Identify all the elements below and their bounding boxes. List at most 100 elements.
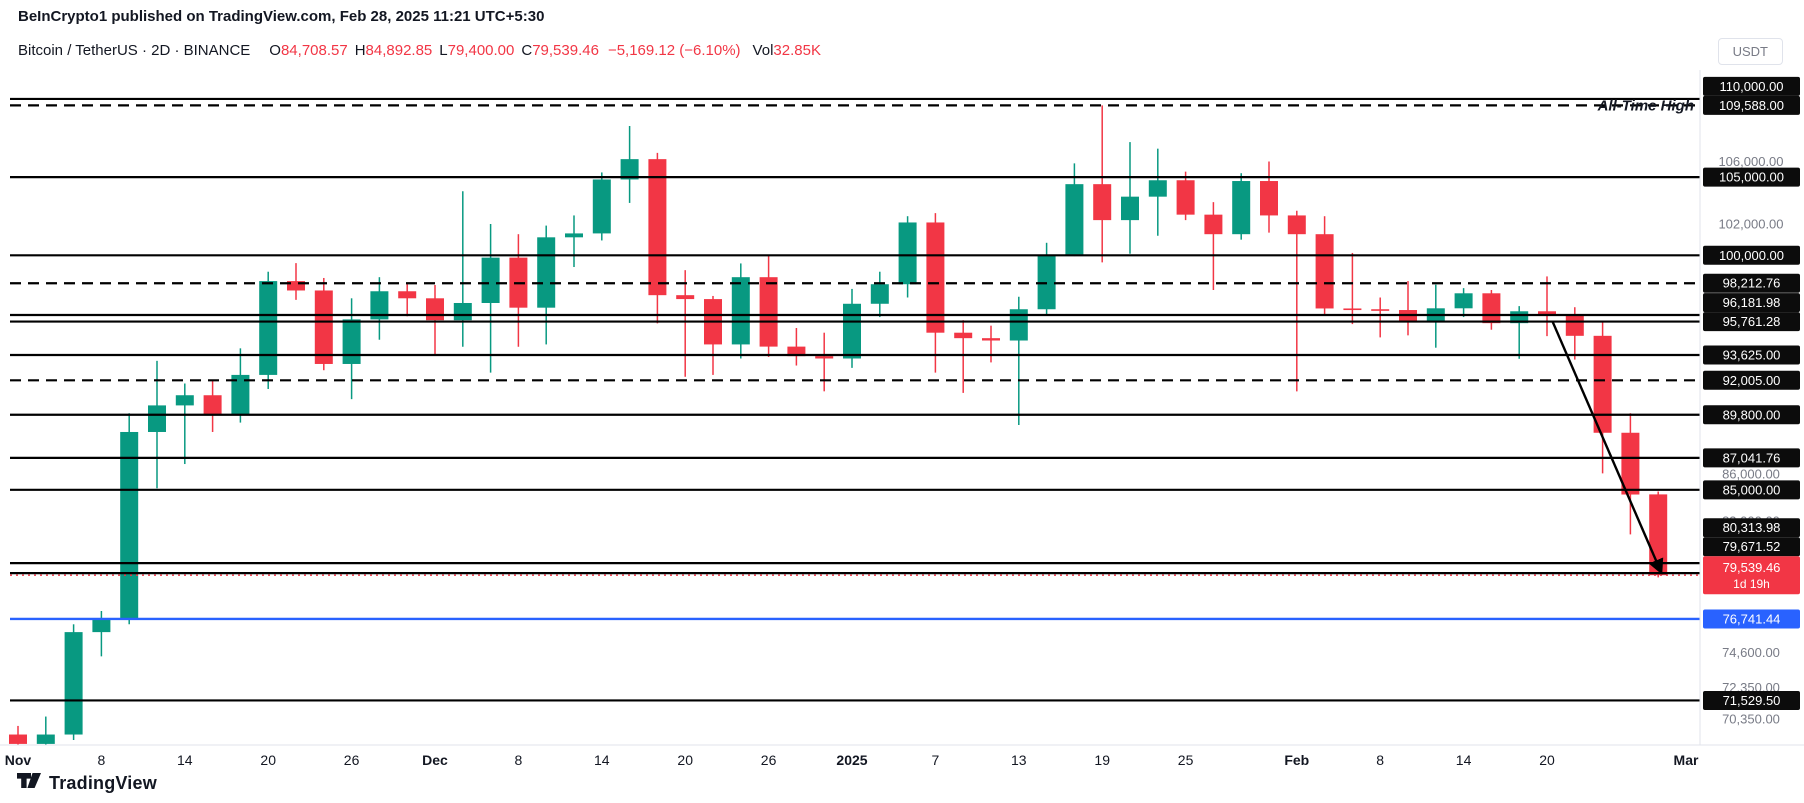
trendline-arrow[interactable] <box>1551 321 1664 575</box>
candle-body <box>1121 196 1139 221</box>
candle-body <box>1260 181 1278 216</box>
candle-body <box>259 281 278 375</box>
candle-body <box>148 405 166 432</box>
candle-body <box>481 257 500 303</box>
candle-body <box>537 237 556 308</box>
symbol-info-bar[interactable]: Bitcoin / TetherUS · 2D · BINANCE O84,70… <box>18 42 821 59</box>
candle-body <box>565 233 583 238</box>
time-tick-label: 20 <box>260 752 276 768</box>
price-level-badge <box>1703 312 1800 332</box>
symbol-title[interactable]: Bitcoin / TetherUS · 2D · BINANCE <box>18 42 251 59</box>
candle-body <box>36 734 55 744</box>
price-badge-label: 110,000.00 <box>1719 79 1783 94</box>
time-tick-label: 14 <box>177 752 193 768</box>
candle-body <box>9 734 27 744</box>
price-level-badge <box>1703 273 1800 293</box>
candle-body <box>1232 181 1251 235</box>
candle-body <box>1176 180 1195 215</box>
price-level-badge <box>1703 76 1800 96</box>
candle-body <box>1204 214 1223 235</box>
ohlc-value: 79,539.46 <box>532 42 599 59</box>
price-tick-label: 102,000.00 <box>1718 217 1783 232</box>
time-tick-label: 2025 <box>836 752 867 768</box>
candle-body <box>843 303 861 359</box>
candle-body <box>926 222 945 333</box>
candle-body <box>1148 180 1167 197</box>
ohlc-letter: C <box>521 42 533 59</box>
price-level-badge <box>1703 537 1800 557</box>
price-change: −5,169.12 (−6.10%) <box>607 42 741 59</box>
tradingview-wordmark[interactable]: TradingView <box>49 772 157 793</box>
price-tick-label: 86,000.00 <box>1722 467 1780 482</box>
publisher-line: BeInCrypto1 published on TradingView.com… <box>18 8 545 25</box>
price-level-badge <box>1703 293 1800 313</box>
price-badge-label: 95,761.28 <box>1723 314 1781 329</box>
volume-value: 32.85K <box>773 42 821 59</box>
time-axis[interactable]: Nov 8 14 20 26 Dec 8 14 20 26 2025 7 13 19 25 Feb 8 14 20 M… <box>5 752 1699 768</box>
price-level-badge <box>1703 690 1800 710</box>
price-level-badge <box>1703 95 1800 115</box>
candle-body <box>1565 315 1584 336</box>
price-badge-label: 1d 19h <box>1733 577 1770 591</box>
ohlc-value: 84,708.57 <box>280 42 348 59</box>
price-badge-label: 96,181.98 <box>1723 295 1781 310</box>
price-level-badge <box>1703 167 1800 187</box>
candle-body <box>64 632 83 735</box>
price-badge-label: 93,625.00 <box>1723 347 1781 362</box>
ohlc-letter: O <box>269 42 281 59</box>
candle-body <box>120 431 139 620</box>
candle-body <box>1371 309 1390 311</box>
candle-body <box>648 159 667 296</box>
candle-body <box>982 338 1000 341</box>
time-tick-label: 8 <box>98 752 106 768</box>
time-tick-label: 26 <box>344 752 360 768</box>
candle-body <box>731 277 750 345</box>
price-badge-label: 98,212.76 <box>1723 276 1781 291</box>
price-badge-label: 105,000.00 <box>1719 170 1784 185</box>
candle-body <box>620 159 639 180</box>
price-badge-label: 71,529.50 <box>1723 693 1781 708</box>
time-tick-label: 19 <box>1094 752 1110 768</box>
price-tick-label: 74,600.00 <box>1722 645 1780 660</box>
ohlc-value: 79,400.00 <box>447 42 515 59</box>
ohlc-value: 84,892.85 <box>365 42 433 59</box>
price-badge-label: 85,000.00 <box>1723 482 1781 497</box>
time-tick-label: Feb <box>1284 752 1309 768</box>
time-tick-label: 14 <box>1456 752 1472 768</box>
ohlc-values: O84,708.57 H84,892.85 L79,400.00 C79,539.46 <box>262 42 599 59</box>
candle-body <box>314 290 333 364</box>
candle-body <box>203 395 222 414</box>
candle-body <box>426 298 444 321</box>
price-level-badge <box>1703 518 1800 538</box>
price-scale[interactable]: 106,000.00102,000.0086,000.0083,000.0074… <box>1703 76 1800 727</box>
price-level-badge <box>1703 480 1800 500</box>
candle-body <box>1454 293 1473 309</box>
time-tick-label: 8 <box>1376 752 1384 768</box>
candle-body <box>787 346 806 357</box>
candle-body <box>1593 335 1612 433</box>
time-tick-label: Dec <box>422 752 448 768</box>
price-level-badge <box>1703 448 1800 468</box>
candle-body <box>1065 184 1084 256</box>
candle-body <box>898 222 917 285</box>
candle-body <box>342 319 361 364</box>
currency-toggle-button[interactable]: USDT <box>1717 38 1783 65</box>
volume-label: Vol <box>752 42 774 59</box>
candle-body <box>1343 308 1362 311</box>
time-tick-label: 20 <box>1539 752 1555 768</box>
price-badge-label: 100,000.00 <box>1719 248 1784 263</box>
price-level-badge <box>1703 405 1800 425</box>
ohlc-letter: L <box>439 42 448 59</box>
candle-body <box>1009 309 1028 341</box>
candle-body <box>870 284 889 304</box>
time-tick-label: 7 <box>932 752 940 768</box>
candle-body <box>1482 293 1501 324</box>
ath-annotation: All-Time High <box>1597 97 1694 114</box>
price-badge-label: 80,313.98 <box>1723 520 1781 535</box>
candle-body <box>676 295 695 300</box>
candle-body <box>815 356 834 359</box>
candle-body <box>1621 432 1640 495</box>
time-tick-label: 20 <box>677 752 693 768</box>
tradingview-logo[interactable] <box>16 772 42 794</box>
